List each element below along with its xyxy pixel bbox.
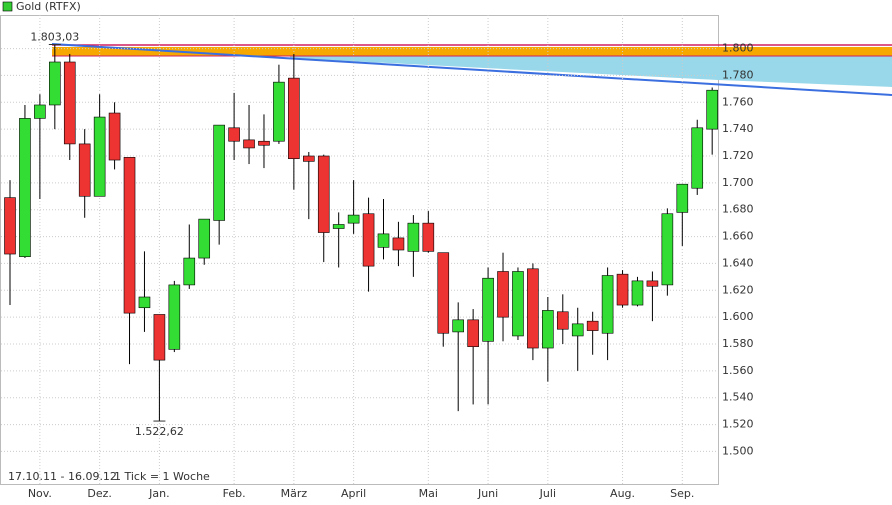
x-tick-label: Jan. — [148, 487, 169, 500]
candle-body — [646, 280, 659, 287]
x-tick-label: März — [281, 487, 308, 500]
candle-body — [78, 143, 91, 197]
y-tick-label: 1.680 — [722, 203, 754, 216]
candle-body — [93, 116, 106, 197]
candle-body — [482, 277, 494, 342]
x-tick-label: Sep. — [670, 487, 694, 500]
trend-area — [290, 54, 892, 87]
footer-tick: 1 Tick = 1 Woche — [114, 470, 210, 483]
y-tick-label: 1.600 — [722, 310, 754, 323]
candle-body — [691, 127, 704, 189]
y-tick-label: 1.640 — [722, 256, 754, 269]
candle-body — [34, 104, 46, 119]
candle-body — [63, 61, 76, 145]
candle-body — [467, 319, 479, 347]
candle-body — [49, 61, 61, 106]
y-tick-label: 1.520 — [722, 418, 754, 431]
candle-body — [317, 155, 330, 233]
candle-body — [198, 218, 211, 259]
annotation: 1.803,03 — [30, 31, 79, 44]
plot-frame — [0, 15, 719, 485]
candle-body — [258, 140, 270, 146]
y-tick-label: 1.760 — [722, 95, 754, 108]
legend-swatch — [2, 1, 13, 12]
x-tick-label: Nov. — [28, 487, 52, 500]
candle-body — [676, 183, 689, 213]
candle-body — [422, 222, 435, 252]
candle-body — [586, 320, 599, 331]
candle-body — [362, 213, 375, 267]
candle-body — [228, 127, 240, 142]
candle-body — [452, 319, 465, 333]
candle-body — [437, 252, 450, 334]
y-tick-label: 1.740 — [722, 122, 754, 135]
candle-body — [512, 271, 524, 337]
candle-body — [4, 197, 16, 255]
candle-body — [138, 296, 151, 309]
y-tick-label: 1.660 — [722, 230, 754, 243]
candle-body — [542, 310, 554, 349]
candle-body — [601, 275, 614, 334]
candle-body — [631, 280, 644, 306]
candle-body — [616, 273, 629, 306]
y-tick-label: 1.620 — [722, 283, 754, 296]
x-tick-label: Juli — [539, 487, 556, 500]
y-tick-label: 1.800 — [722, 42, 754, 55]
candle-body — [527, 268, 539, 349]
candle-body — [571, 323, 584, 337]
candle-body — [407, 222, 420, 252]
y-tick-label: 1.560 — [722, 364, 754, 377]
candle-body — [288, 77, 300, 159]
x-tick-label: Mai — [419, 487, 438, 500]
trend-line — [51, 43, 892, 96]
footer-range: 17.10.11 - 16.09.12 — [8, 470, 117, 483]
candle-body — [377, 233, 390, 248]
candle-body — [497, 271, 509, 318]
resistance-band — [52, 47, 892, 56]
candle-body — [347, 214, 360, 224]
candle-body — [108, 112, 121, 161]
x-tick-label: April — [341, 487, 366, 500]
annotation: 1.522,62 — [135, 425, 184, 438]
candle-body — [706, 89, 718, 130]
x-tick-label: Aug. — [610, 487, 635, 500]
candle-body — [183, 257, 196, 286]
legend-label: Gold (RTFX) — [16, 0, 81, 13]
y-tick-label: 1.780 — [722, 68, 754, 81]
candle-body — [213, 124, 225, 221]
candle-body — [123, 157, 136, 314]
candle-body — [302, 155, 315, 162]
x-tick-label: Juni — [477, 487, 498, 500]
candle-body — [392, 237, 405, 251]
candle-body — [556, 311, 569, 330]
x-tick-label: Feb. — [223, 487, 246, 500]
candle-body — [332, 224, 345, 229]
y-tick-label: 1.700 — [722, 176, 754, 189]
candle-body — [168, 284, 181, 350]
y-tick-label: 1.540 — [722, 391, 754, 404]
x-tick-label: Dez. — [87, 487, 112, 500]
y-tick-label: 1.500 — [722, 444, 754, 457]
candle-body — [273, 81, 285, 142]
candle-body — [19, 118, 31, 258]
candle-body — [243, 139, 255, 149]
candle-body — [661, 213, 674, 286]
candle-body — [153, 314, 166, 361]
y-tick-label: 1.580 — [722, 337, 754, 350]
y-tick-label: 1.720 — [722, 149, 754, 162]
